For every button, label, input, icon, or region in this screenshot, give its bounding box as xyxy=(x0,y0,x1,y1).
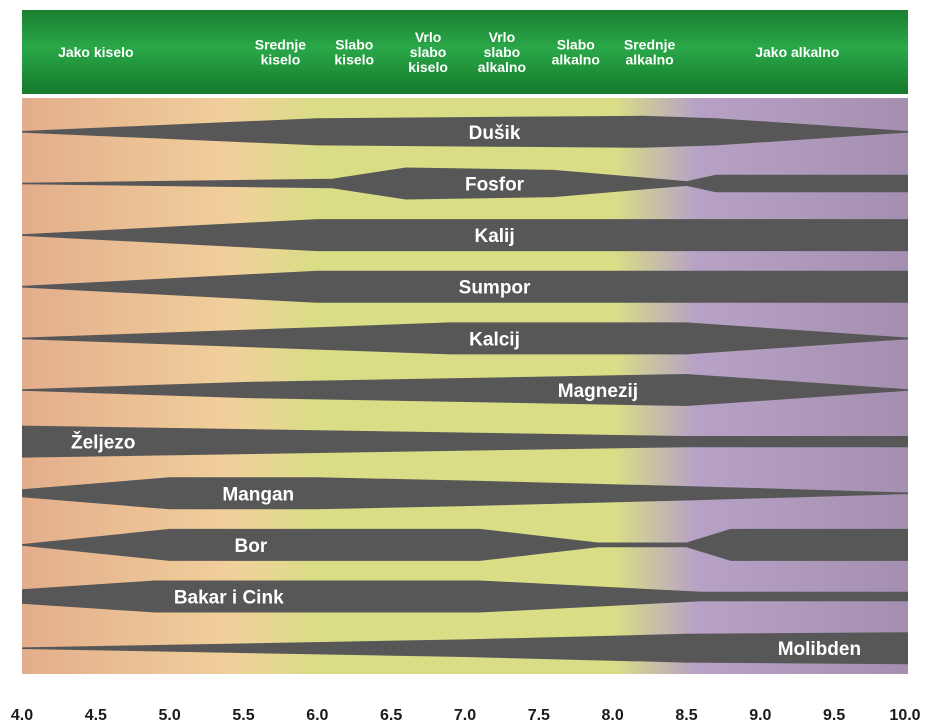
label-kalcij: Kalcij xyxy=(469,329,520,350)
tick-7-5: 7.5 xyxy=(528,707,550,724)
tick-5-5: 5.5 xyxy=(232,707,254,724)
band-dusik xyxy=(22,115,908,148)
label-mangan: Mangan xyxy=(222,484,294,505)
ph-range-label-jako-alkalno: Jako alkalno xyxy=(755,44,839,60)
header-bar xyxy=(22,10,908,94)
ph-range-headers: Jako kiselo Srednje kiselo Slabo kiselo Vrlo s… xyxy=(58,29,839,75)
tick-4-0: 4.0 xyxy=(11,707,33,724)
band-mangan xyxy=(22,477,908,510)
band-bakar-i-cink xyxy=(22,580,908,613)
band-fosfor xyxy=(22,167,908,200)
label-magnezij: Magnezij xyxy=(558,381,638,402)
label-fosfor: Fosfor xyxy=(465,174,525,195)
ph-range-label-vrlo-slabo-kiselo: Vrlo slabo kiselo xyxy=(408,29,448,75)
tick-10-0: 10.0 xyxy=(889,707,920,724)
ph-range-label-srednje-kiselo: Srednje kiselo xyxy=(255,37,307,68)
label-bor: Bor xyxy=(235,536,268,557)
label-kalij: Kalij xyxy=(474,226,514,247)
tick-7-0: 7.0 xyxy=(454,707,476,724)
ph-range-label-slabo-alkalno: Slabo alkalno xyxy=(552,37,600,68)
tick-5-0: 5.0 xyxy=(159,707,181,724)
band-kalij xyxy=(22,219,908,252)
band-zeljezo xyxy=(22,425,908,458)
tick-9-5: 9.5 xyxy=(823,707,845,724)
tick-8-5: 8.5 xyxy=(675,707,697,724)
nutrient-bands xyxy=(22,115,908,665)
band-kalcij xyxy=(22,322,908,355)
label-zeljezo: Željezo xyxy=(71,432,135,454)
band-molibden xyxy=(22,632,908,665)
label-sumpor: Sumpor xyxy=(459,278,531,299)
ph-range-label-slabo-kiselo: Slabo kiselo xyxy=(334,37,374,68)
tick-9-0: 9.0 xyxy=(749,707,771,724)
tick-8-0: 8.0 xyxy=(602,707,624,724)
label-bakar-i-cink: Bakar i Cink xyxy=(174,588,284,609)
nutrient-labels: Dušik Fosfor Kalij Sumpor Kalcij Magnezij Želj… xyxy=(71,123,861,660)
band-sumpor xyxy=(22,270,908,303)
band-bor xyxy=(22,528,908,561)
label-molibden: Molibden xyxy=(778,639,861,660)
ph-range-label-srednje-alkalno: Srednje alkalno xyxy=(624,37,676,68)
ph-range-label-jako-kiselo: Jako kiselo xyxy=(58,44,134,60)
ph-range-label-vrlo-slabo-alkalno: Vrlo slabo alkalno xyxy=(478,29,526,75)
x-axis-tick-labels: 4.0 4.5 5.0 5.5 6.0 6.5 7.0 7.5 8.0 8.5 9.0 9.5 10.0 xyxy=(11,707,921,724)
tick-6-5: 6.5 xyxy=(380,707,402,724)
band-magnezij xyxy=(22,374,908,406)
tick-6-0: 6.0 xyxy=(306,707,328,724)
label-dusik: Dušik xyxy=(469,123,521,144)
tick-4-5: 4.5 xyxy=(85,707,107,724)
